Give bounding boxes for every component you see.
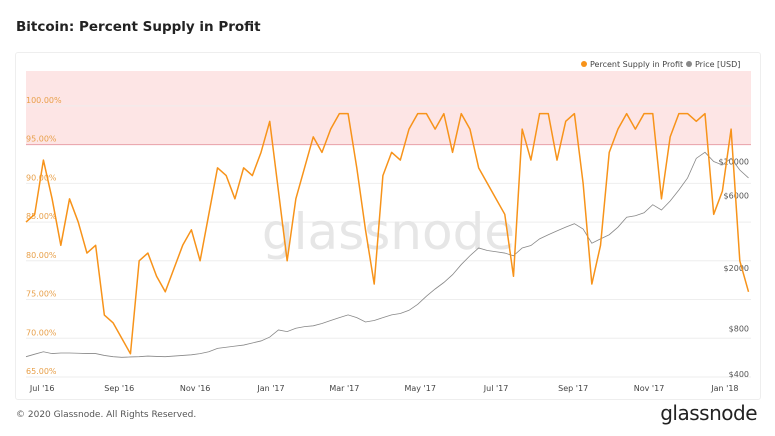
x-tick-label: Sep '17 [558,384,588,393]
legend: Percent Supply in Profit Price [USD] [581,60,740,69]
x-tick-label: Mar '17 [329,384,359,393]
y-left-tick-label: 85.00% [26,212,57,221]
watermark: glassnode [262,203,515,261]
legend-marker-price [686,61,692,67]
x-tick-label: Jan '17 [256,384,284,393]
x-tick-label: Nov '17 [634,384,665,393]
y-left-tick-label: 65.00% [26,367,57,376]
x-tick-label: Jan '18 [710,384,738,393]
glassnode-logo[interactable]: glassnode [660,401,757,425]
y-left-tick-label: 90.00% [26,173,57,182]
y-left-tick-label: 75.00% [26,290,57,299]
y-left-tick-label: 95.00% [26,135,57,144]
y-right-tick-label: $400 [729,370,749,379]
x-tick-label: Nov '16 [180,384,211,393]
y-left-tick-label: 100.00% [26,96,62,105]
page-title: Bitcoin: Percent Supply in Profit [16,19,261,35]
x-tick-label: May '17 [404,384,435,393]
y-right-tick-label: $800 [729,324,749,333]
chart-card: 65.00% 70.00% 75.00% 80.00% 85.00% 90.00% 95.0… [15,52,761,400]
threshold-band [26,71,751,145]
legend-marker-percent [581,61,587,67]
y-right-tick-label: $6000 [724,191,749,200]
y-right-tick-label: $2000 [724,264,749,273]
percent-supply-line [25,112,750,355]
x-tick-label: Sep '16 [104,384,134,393]
y-left-tick-label: 70.00% [26,328,57,337]
legend-label-percent: Percent Supply in Profit [590,60,683,69]
legend-label-price: Price [USD] [695,60,740,69]
chart: 65.00% 70.00% 75.00% 80.00% 85.00% 90.00% 95.0… [25,60,751,393]
x-tick-label: Jul '17 [483,384,509,393]
y-left-tick-label: 80.00% [26,251,57,260]
copyright: © 2020 Glassnode. All Rights Reserved. [16,410,197,420]
price-line [25,151,749,358]
x-tick-label: Jul '16 [29,384,55,393]
